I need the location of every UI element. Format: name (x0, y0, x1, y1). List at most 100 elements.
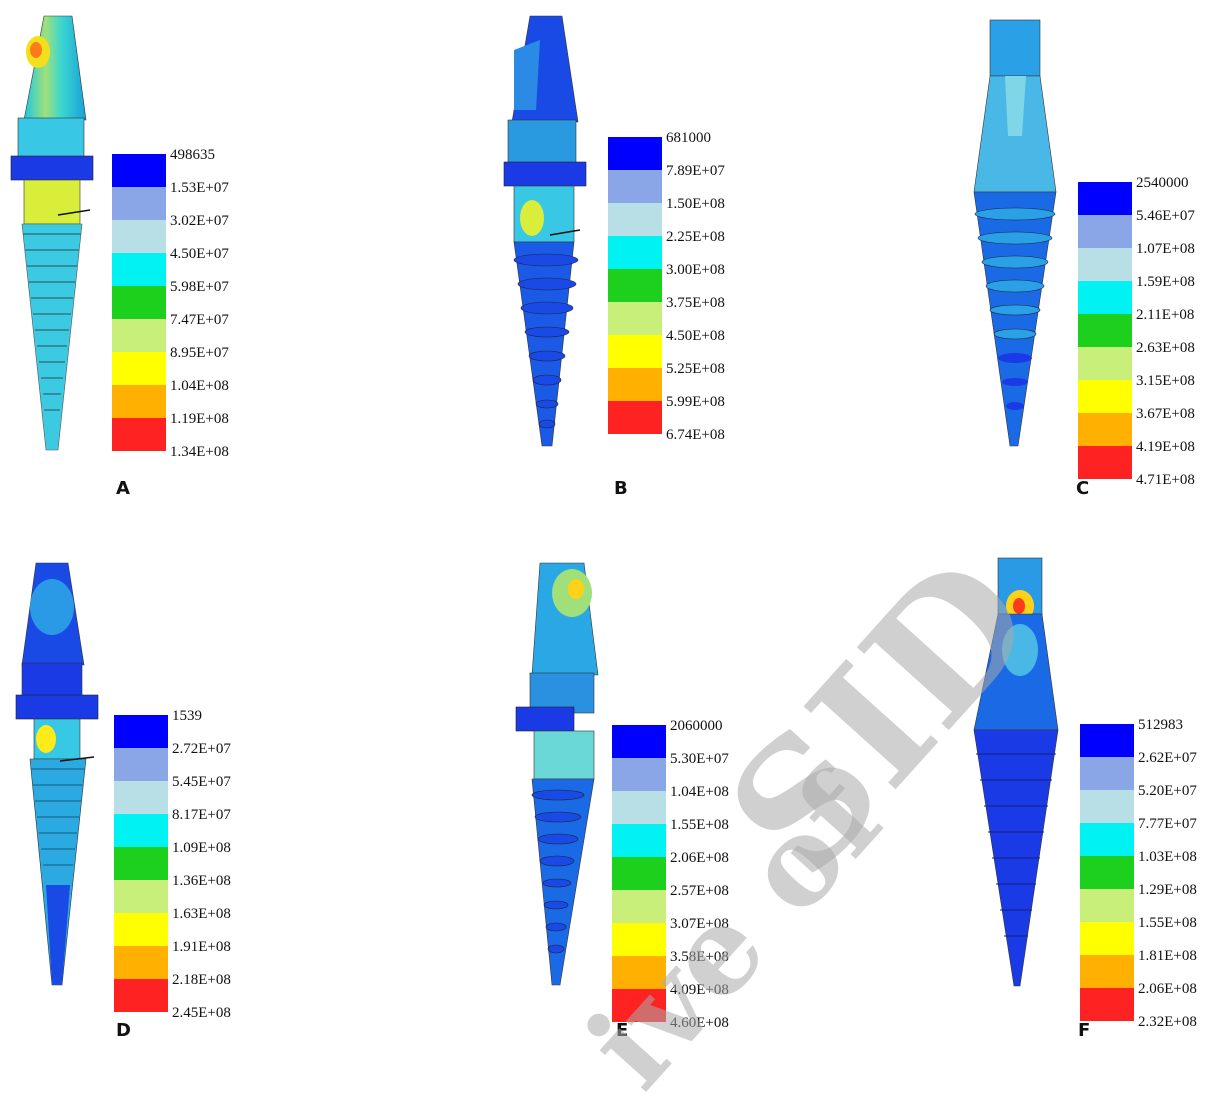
legend-value: 5.45E+07 (172, 774, 231, 790)
legend-value: 8.95E+07 (170, 345, 229, 361)
legend-value: 7.77E+07 (1138, 816, 1197, 832)
legend-value: 2.18E+08 (172, 972, 231, 988)
legend-swatch (608, 335, 662, 368)
legend-swatch (1078, 380, 1132, 413)
legend-value: 1.34E+08 (170, 444, 229, 460)
legend-value: 1.07E+08 (1136, 241, 1195, 257)
legend-swatch (612, 923, 666, 956)
legend-value: 5.30E+07 (670, 751, 729, 767)
legend-swatch (112, 319, 166, 352)
legend-value: 7.47E+07 (170, 312, 229, 328)
legend-swatch (112, 154, 166, 187)
legend-swatch (112, 418, 166, 451)
legend-swatch (114, 814, 168, 847)
legend-value: 1.03E+08 (1138, 849, 1197, 865)
legend-value: 3.75E+08 (666, 295, 725, 311)
legend-value: 3.02E+07 (170, 213, 229, 229)
legend-swatch (608, 401, 662, 434)
legend-value: 1.36E+08 (172, 873, 231, 889)
legend-swatch (1080, 823, 1134, 856)
legend-swatch (114, 880, 168, 913)
legend-value: 4.09E+08 (670, 982, 729, 998)
legend-swatch (1078, 281, 1132, 314)
legend-value: 5.25E+08 (666, 361, 725, 377)
legend-swatch (612, 857, 666, 890)
implant-model-b (503, 15, 587, 447)
legend-swatch (608, 137, 662, 170)
legend-swatch (612, 824, 666, 857)
legend-swatch (114, 715, 168, 748)
legend-swatch (112, 253, 166, 286)
implant-model-e (515, 562, 599, 986)
legend-value: 1539 (172, 708, 202, 724)
legend-value: 4.50E+07 (170, 246, 229, 262)
legend-value: 1.91E+08 (172, 939, 231, 955)
legend-swatch (1078, 314, 1132, 347)
legend-swatch (114, 781, 168, 814)
legend-value: 8.17E+07 (172, 807, 231, 823)
legend-swatch (608, 269, 662, 302)
legend-swatch (1078, 413, 1132, 446)
legend-value: 4.19E+08 (1136, 439, 1195, 455)
legend-value: 1.29E+08 (1138, 882, 1197, 898)
legend-value: 512983 (1138, 717, 1183, 733)
legend-value: 2540000 (1136, 175, 1189, 191)
legend-swatch (1080, 922, 1134, 955)
legend-swatch (1078, 182, 1132, 215)
panel-label-b: B (614, 478, 628, 499)
legend-swatch (608, 368, 662, 401)
legend-value: 5.99E+08 (666, 394, 725, 410)
legend-value: 2060000 (670, 718, 723, 734)
panel-label-a: A (116, 478, 130, 499)
legend-value: 3.15E+08 (1136, 373, 1195, 389)
legend-value: 4.50E+08 (666, 328, 725, 344)
legend-swatch (1078, 446, 1132, 479)
legend-value: 4.71E+08 (1136, 472, 1195, 488)
legend-swatch (612, 791, 666, 824)
legend-value: 3.07E+08 (670, 916, 729, 932)
legend-value: 2.06E+08 (1138, 981, 1197, 997)
panel-label-e: E (616, 1020, 629, 1041)
legend-value: 3.00E+08 (666, 262, 725, 278)
legend-value: 5.46E+07 (1136, 208, 1195, 224)
legend-value: 1.63E+08 (172, 906, 231, 922)
legend-value: 2.32E+08 (1138, 1014, 1197, 1030)
legend-value: 2.62E+07 (1138, 750, 1197, 766)
legend-value: 5.98E+07 (170, 279, 229, 295)
legend-swatch (114, 748, 168, 781)
legend-value: 2.45E+08 (172, 1005, 231, 1021)
legend-value: 498635 (170, 147, 215, 163)
legend-swatch (612, 956, 666, 989)
legend-swatch (612, 758, 666, 791)
legend-swatch (608, 302, 662, 335)
legend-value: 1.53E+07 (170, 180, 229, 196)
legend-value: 2.25E+08 (666, 229, 725, 245)
legend-value: 2.11E+08 (1136, 307, 1195, 323)
legend-value: 1.81E+08 (1138, 948, 1197, 964)
legend-swatch (114, 979, 168, 1012)
legend-swatch (1078, 347, 1132, 380)
legend-value: 3.58E+08 (670, 949, 729, 965)
legend-value: 7.89E+07 (666, 163, 725, 179)
legend-swatch (608, 170, 662, 203)
panel-label-c: C (1076, 478, 1090, 499)
panel-label-f: F (1078, 1020, 1091, 1041)
legend-swatch (1080, 790, 1134, 823)
legend-value: 1.19E+08 (170, 411, 229, 427)
legend-value: 1.09E+08 (172, 840, 231, 856)
implant-model-f (973, 557, 1059, 987)
legend-swatch (1078, 215, 1132, 248)
legend-value: 1.50E+08 (666, 196, 725, 212)
legend-value: 2.63E+08 (1136, 340, 1195, 356)
legend-swatch (112, 286, 166, 319)
legend-swatch (612, 989, 666, 1022)
legend-value: 2.06E+08 (670, 850, 729, 866)
legend-swatch (1080, 757, 1134, 790)
legend-value: 2.57E+08 (670, 883, 729, 899)
legend-swatch (112, 187, 166, 220)
legend-swatch (112, 385, 166, 418)
legend-swatch (1078, 248, 1132, 281)
legend-swatch (1080, 889, 1134, 922)
legend-value: 2.72E+07 (172, 741, 231, 757)
legend-swatch (608, 236, 662, 269)
